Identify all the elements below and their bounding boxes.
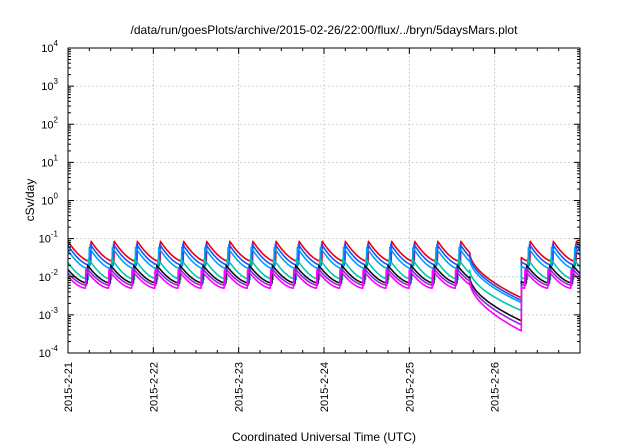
x-tick-label: 2015-2-24 (319, 362, 331, 412)
tick-layer (67, 47, 580, 354)
x-tick-label: 2015-2-26 (490, 362, 502, 412)
series-line (67, 246, 581, 304)
label-layer: 10-4 10-3 10-2 10-1 100 101 102 103 104 2015-2-21… (39, 39, 502, 412)
chart-title: /data/run/goesPlots/archive/2015-02-26/2… (131, 23, 519, 37)
y-tick-label: 10-3 (39, 306, 59, 322)
x-tick-label: 2015-2-23 (234, 362, 246, 412)
series-layer (67, 240, 581, 332)
series-line (67, 240, 581, 299)
series-line (67, 269, 581, 332)
x-axis-label: Coordinated Universal Time (UTC) (232, 430, 416, 444)
grid-layer (68, 48, 580, 353)
series-line (67, 267, 581, 326)
y-tick-label: 103 (41, 77, 58, 93)
y-tick-label: 100 (41, 192, 58, 208)
series-line (67, 264, 581, 322)
y-axis-label: cSv/day (23, 179, 37, 222)
x-tick-label: 2015-2-22 (148, 362, 160, 412)
y-tick-label: 10-4 (39, 344, 59, 360)
y-tick-label: 10-1 (39, 230, 59, 246)
series-line (67, 258, 581, 312)
y-tick-label: 101 (41, 153, 58, 169)
y-tick-label: 10-2 (39, 268, 59, 284)
y-tick-label: 104 (41, 39, 58, 55)
x-tick-label: 2015-2-21 (63, 362, 75, 412)
series-line (67, 243, 581, 302)
y-tick-label: 102 (41, 115, 58, 131)
x-tick-label: 2015-2-25 (404, 362, 416, 412)
